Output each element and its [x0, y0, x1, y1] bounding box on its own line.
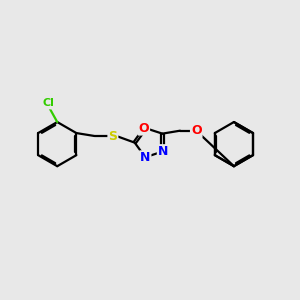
Text: N: N: [158, 145, 168, 158]
Text: O: O: [191, 124, 202, 137]
Text: Cl: Cl: [43, 98, 54, 109]
Text: O: O: [139, 122, 149, 135]
Text: N: N: [140, 151, 151, 164]
Text: S: S: [108, 130, 117, 142]
